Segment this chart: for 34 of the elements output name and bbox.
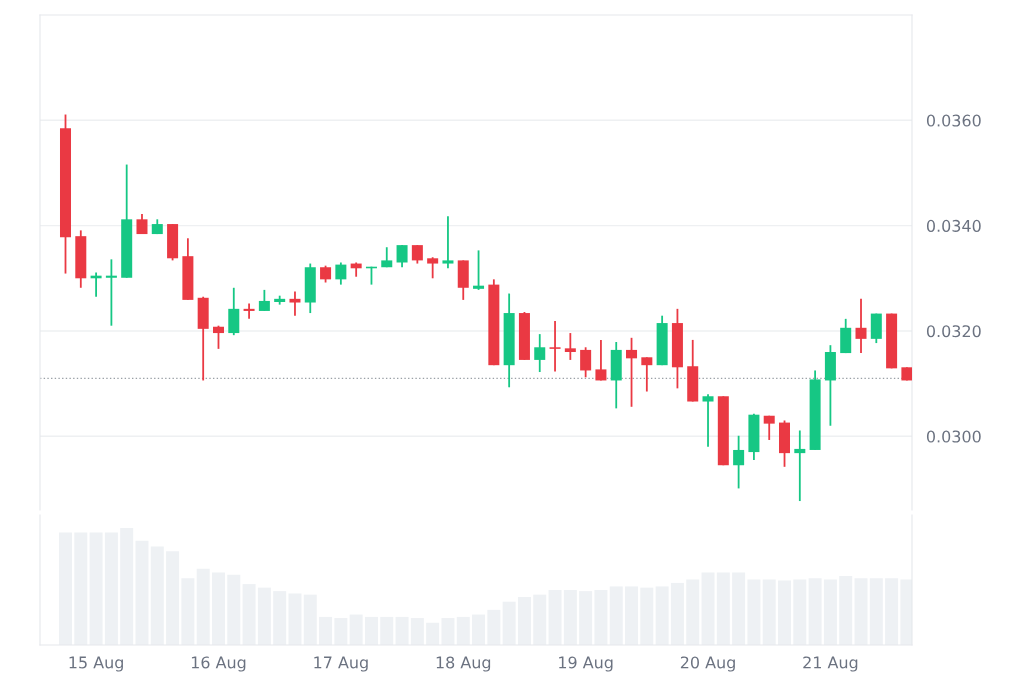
x-tick-label: 20 Aug — [680, 656, 735, 672]
candlestick — [335, 261, 347, 286]
candlestick — [564, 332, 576, 361]
x-tick-label: 17 Aug — [314, 656, 368, 672]
candlestick — [442, 215, 454, 270]
candlestick — [243, 302, 255, 320]
candlestick — [595, 339, 607, 382]
x-tick-label: 15 Aug — [69, 656, 123, 672]
y-tick-label: 0.0320 — [926, 325, 981, 338]
candlestick — [473, 249, 485, 291]
candlestick — [396, 244, 408, 269]
y-tick-label: 0.0300 — [926, 430, 981, 443]
candlestick — [641, 356, 653, 393]
candlestick — [105, 258, 117, 327]
candlestick — [763, 414, 775, 441]
y-tick-label: 0.0340 — [926, 219, 981, 232]
candlestick — [411, 244, 423, 265]
y-tick-label: 0.0360 — [926, 114, 981, 127]
candlestick — [702, 393, 714, 448]
candlestick — [626, 336, 638, 408]
candlestick — [534, 333, 546, 373]
x-tick-label: 16 Aug — [191, 656, 246, 672]
x-tick-label: 18 Aug — [436, 656, 491, 672]
x-tick-label: 21 Aug — [803, 656, 858, 672]
candlestick — [855, 297, 867, 354]
candlestick — [212, 324, 224, 350]
candlestick — [794, 429, 806, 502]
candlestick — [258, 288, 270, 312]
candlestick — [580, 346, 592, 379]
candlestick — [549, 320, 561, 373]
candlestick — [427, 256, 439, 280]
candlestick — [289, 290, 301, 317]
candlestick — [733, 434, 745, 490]
x-tick-label: 19 Aug — [559, 656, 613, 672]
